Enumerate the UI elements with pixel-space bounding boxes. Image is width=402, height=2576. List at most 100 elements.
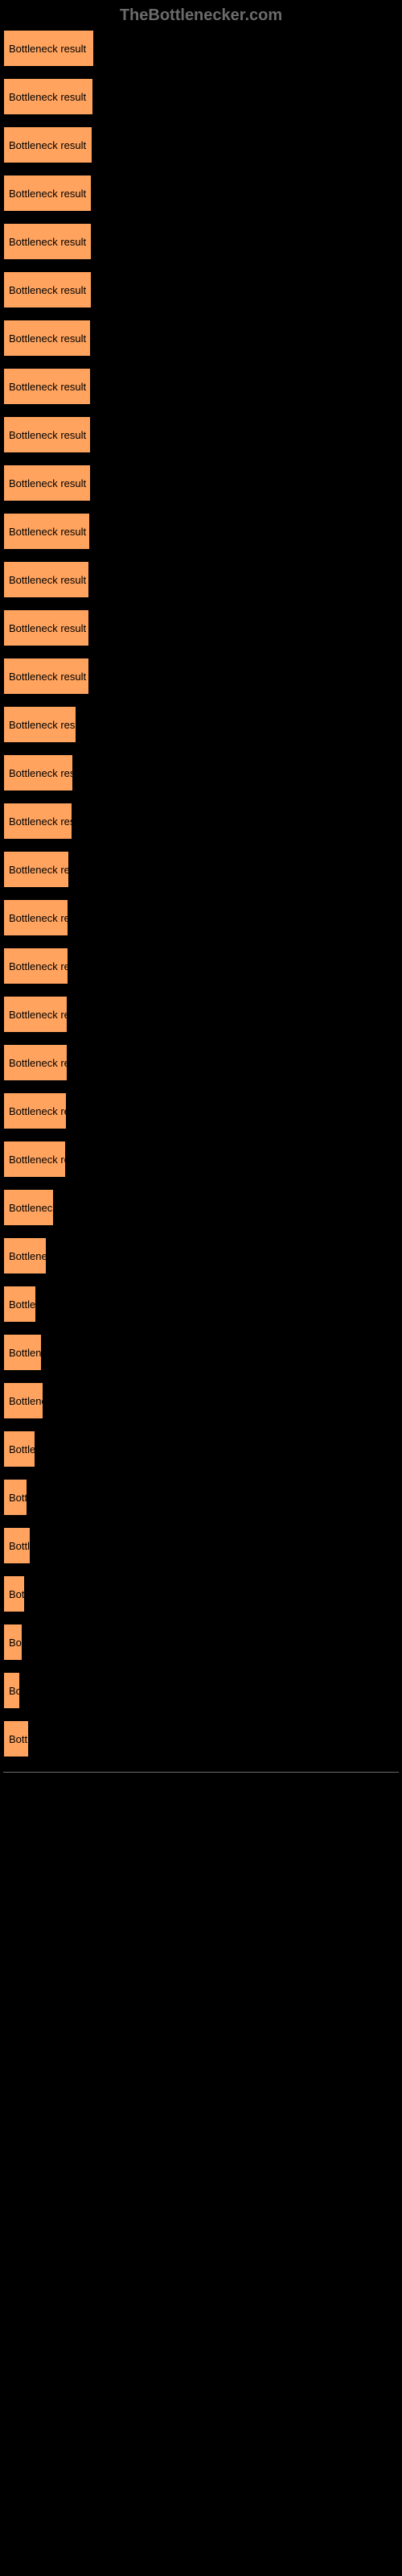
bar: Bottleneck result [3,1334,42,1371]
bar-wrap: Bottleneck result [3,1575,399,1612]
bar-chart: Bottleneck result Bottleneck result Bottle… [0,30,402,1772]
bar: Bottleneck result [3,78,93,115]
chart-row: Bottleneck result [3,851,399,888]
bar-wrap: Bottleneck result [3,996,399,1033]
chart-row: Bottleneck result [3,1624,399,1661]
chart-row: Bottleneck result [3,464,399,502]
bar-label: Bottleneck result [4,815,72,828]
bar: Bottleneck result [3,368,91,405]
chart-row: Bottleneck result [3,320,399,357]
chart-row: Bottleneck result [3,1189,399,1226]
bar: Bottleneck result [3,513,90,550]
bar-label: Bottleneck result [4,1202,53,1214]
chart-row: Bottleneck result [3,1479,399,1516]
chart-row: Bottleneck result [3,1382,399,1419]
brand-watermark: TheBottlenecker.com [0,0,402,30]
bar-wrap: Bottleneck result [3,78,399,115]
chart-row: Bottleneck result [3,1672,399,1709]
chart-row: Bottleneck result [3,609,399,646]
bar: Bottleneck result [3,1237,47,1274]
chart-row: Bottleneck result [3,1044,399,1081]
bar-label: Bottleneck result [4,477,86,489]
bar: Bottleneck result [3,320,91,357]
bar-label: Bottleneck result [4,1347,41,1359]
bar: Bottleneck result [3,1141,66,1178]
bar-wrap: Bottleneck result [3,464,399,502]
bar-wrap: Bottleneck result [3,609,399,646]
bar-wrap: Bottleneck result [3,658,399,695]
chart-row: Bottleneck result [3,899,399,936]
chart-row: Bottleneck result [3,368,399,405]
bar-wrap: Bottleneck result [3,561,399,598]
x-axis [3,1772,399,1846]
bar-wrap: Bottleneck result [3,1334,399,1371]
chart-row: Bottleneck result [3,223,399,260]
bar: Bottleneck result [3,1189,54,1226]
bar-label: Bottleneck result [4,1685,19,1697]
bar-label: Bottleneck result [4,864,68,876]
chart-row: Bottleneck result [3,706,399,743]
bar-wrap: Bottleneck result [3,947,399,985]
bar: Bottleneck result [3,899,68,936]
chart-row: Bottleneck result [3,1720,399,1757]
bar-label: Bottleneck result [4,1009,67,1021]
bar: Bottleneck result [3,658,89,695]
bar: Bottleneck result [3,851,69,888]
bar: Bottleneck result [3,1527,31,1564]
bar-wrap: Bottleneck result [3,1527,399,1564]
chart-row: Bottleneck result [3,126,399,163]
bar: Bottleneck result [3,1479,27,1516]
bar-label: Bottleneck result [4,1057,67,1069]
bar: Bottleneck result [3,1382,43,1419]
bar-wrap: Bottleneck result [3,175,399,212]
bar: Bottleneck result [3,561,89,598]
bar-wrap: Bottleneck result [3,271,399,308]
bar-label: Bottleneck result [4,1492,27,1504]
chart-row: Bottleneck result [3,30,399,67]
chart-row: Bottleneck result [3,416,399,453]
chart-row: Bottleneck result [3,1575,399,1612]
bar: Bottleneck result [3,609,89,646]
bar-label: Bottleneck result [4,671,86,683]
chart-row: Bottleneck result [3,513,399,550]
chart-row: Bottleneck result [3,947,399,985]
bar-label: Bottleneck result [4,622,86,634]
chart-row: Bottleneck result [3,175,399,212]
chart-row: Bottleneck result [3,1237,399,1274]
bar-label: Bottleneck result [4,1105,66,1117]
bar-label: Bottleneck result [4,381,86,393]
bar: Bottleneck result [3,416,91,453]
bar-wrap: Bottleneck result [3,1044,399,1081]
bar-label: Bottleneck result [4,767,72,779]
bar-label: Bottleneck result [4,1395,43,1407]
bar: Bottleneck result [3,223,92,260]
chart-row: Bottleneck result [3,1334,399,1371]
bar-wrap: Bottleneck result [3,320,399,357]
bar: Bottleneck result [3,30,94,67]
bar-wrap: Bottleneck result [3,1382,399,1419]
bar-wrap: Bottleneck result [3,368,399,405]
bar: Bottleneck result [3,175,92,212]
bar-wrap: Bottleneck result [3,1430,399,1468]
bar-label: Bottleneck result [4,91,86,103]
bar: Bottleneck result [3,1720,29,1757]
chart-row: Bottleneck result [3,78,399,115]
chart-row: Bottleneck result [3,996,399,1033]
bar-label: Bottleneck result [4,912,68,924]
bar-label: Bottleneck result [4,1733,28,1745]
bar-label: Bottleneck result [4,719,76,731]
bar-label: Bottleneck result [4,1298,35,1311]
bar-label: Bottleneck result [4,574,86,586]
bar: Bottleneck result [3,754,73,791]
bar-label: Bottleneck result [4,960,68,972]
chart-row: Bottleneck result [3,803,399,840]
bar-label: Bottleneck result [4,1154,65,1166]
bar-wrap: Bottleneck result [3,513,399,550]
bar-wrap: Bottleneck result [3,899,399,936]
bar: Bottleneck result [3,1575,25,1612]
bar: Bottleneck result [3,803,72,840]
chart-row: Bottleneck result [3,658,399,695]
bar: Bottleneck result [3,706,76,743]
bar: Bottleneck result [3,126,92,163]
bar-label: Bottleneck result [4,188,86,200]
